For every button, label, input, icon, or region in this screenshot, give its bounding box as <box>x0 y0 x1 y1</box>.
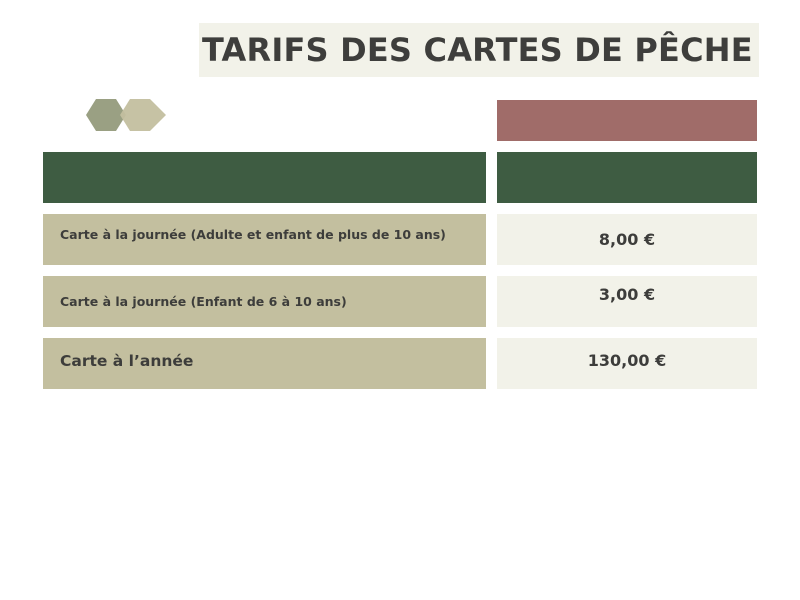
table-header-right <box>497 152 757 203</box>
tariff-price-day-child: 3,00 € <box>497 276 757 327</box>
tariff-price-year: 130,00 € <box>497 338 757 389</box>
tariff-label-day-adult: Carte à la journée (Adulte et enfant de … <box>43 214 486 265</box>
tariff-label-day-child: Carte à la journée (Enfant de 6 à 10 ans… <box>43 276 486 327</box>
page-title: TARIFS DES CARTES DE PÊCHE <box>202 31 753 69</box>
tariff-label-year: Carte à l’année <box>43 338 486 389</box>
tariff-price-day-adult: 8,00 € <box>497 214 757 265</box>
title-background <box>199 23 759 77</box>
table-header-left <box>43 152 486 203</box>
hexagon-right-shape <box>120 99 166 131</box>
hexagon-left-shape <box>86 99 126 131</box>
accent-bar <box>497 100 757 141</box>
hexagon-decoration-icon <box>86 99 166 131</box>
